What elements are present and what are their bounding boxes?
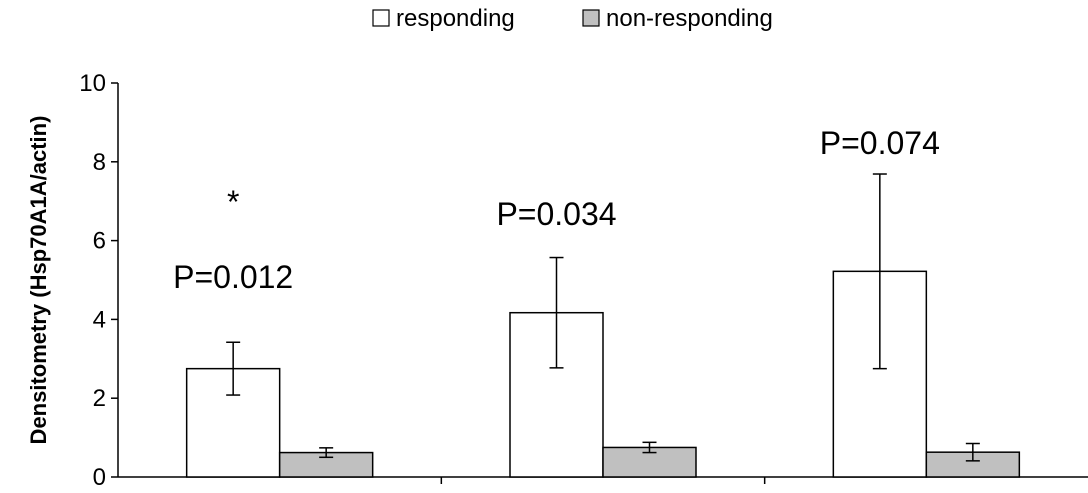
y-tick-label: 6 bbox=[93, 228, 106, 255]
y-tick-label: 10 bbox=[79, 70, 106, 97]
y-tick-label: 4 bbox=[93, 306, 106, 333]
annotation-3: P=0.074 bbox=[820, 125, 940, 161]
legend-label-non-responding: non-responding bbox=[606, 5, 773, 32]
annotations: * P=0.012 P=0.034 P=0.074 bbox=[173, 125, 940, 295]
annotation-1: P=0.012 bbox=[173, 259, 293, 295]
legend: responding non-responding bbox=[372, 5, 773, 32]
y-axis-label: Densitometry (Hsp70A1A/actin) bbox=[26, 116, 51, 445]
legend-swatch-responding bbox=[372, 9, 390, 27]
legend-label-responding: responding bbox=[396, 5, 515, 32]
y-tick-label: 0 bbox=[93, 464, 106, 491]
legend-swatch-non-responding bbox=[582, 9, 600, 27]
y-tick-label: 8 bbox=[93, 149, 106, 176]
y-tick-label: 2 bbox=[93, 385, 106, 412]
annotation-0: * bbox=[227, 184, 239, 220]
bars bbox=[185, 173, 1021, 478]
annotation-2: P=0.034 bbox=[496, 196, 616, 232]
